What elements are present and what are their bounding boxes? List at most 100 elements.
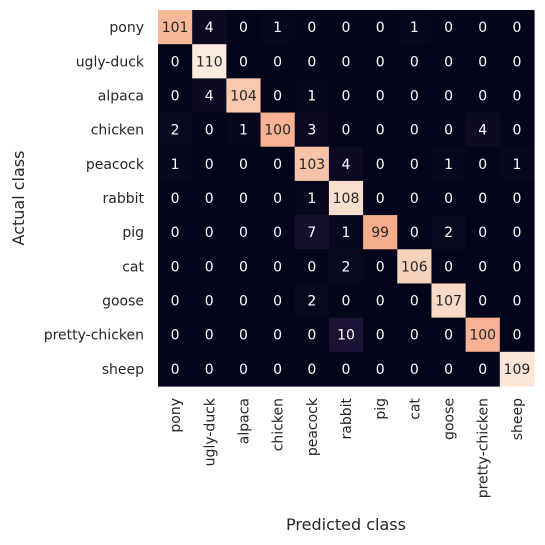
- heatmap-cell-pony-pretty-chicken: [465, 10, 501, 45]
- x-tick-label-chicken: chicken: [271, 398, 287, 451]
- heatmap-cell-sheep-chicken: [260, 351, 296, 387]
- y-tick-label-pretty-chicken: pretty-chicken: [44, 328, 144, 344]
- y-axis-label: Actual class: [9, 151, 28, 246]
- cell-value-label: 99: [371, 225, 389, 241]
- cell-value-label: 0: [171, 88, 180, 104]
- cell-value-label: 0: [478, 294, 487, 310]
- heatmap-cell-cat-pig: [363, 249, 398, 285]
- cell-value-label: 0: [205, 123, 214, 139]
- heatmap-cell-chicken-goose: [431, 112, 467, 148]
- heatmap-cell-peacock-cat: [397, 146, 433, 182]
- cell-value-label: 0: [478, 362, 487, 378]
- heatmap-cell-chicken-pretty-chicken: [465, 112, 501, 148]
- cell-value-label: 109: [504, 362, 531, 378]
- cell-value-label: 3: [307, 123, 316, 139]
- cell-value-label: 2: [307, 294, 316, 310]
- cell-value-label: 1: [444, 157, 453, 173]
- cell-value-label: 100: [469, 328, 496, 344]
- cell-value-label: 0: [342, 54, 351, 70]
- heatmap-cell-rabbit-goose: [431, 180, 467, 216]
- cell-value-label: 0: [410, 191, 419, 207]
- cell-value-label: 0: [273, 259, 282, 275]
- cell-value-label: 0: [307, 259, 316, 275]
- heatmap-cell-sheep-goose: [431, 351, 467, 387]
- heatmap-cell-ugly-duck-rabbit: [328, 44, 364, 79]
- cell-value-label: 0: [512, 54, 521, 70]
- heatmap-cell-pig-sheep: [499, 215, 535, 250]
- cell-value-label: 1: [512, 157, 521, 173]
- cell-value-label: 108: [333, 191, 360, 207]
- cell-value-label: 0: [410, 294, 419, 310]
- y-tick-label-sheep: sheep: [102, 362, 144, 378]
- heatmap-cell-rabbit-ugly-duck: [192, 180, 227, 216]
- cell-value-label: 107: [435, 294, 462, 310]
- heatmap-cell-alpaca-pig: [363, 78, 398, 114]
- heatmap-cell-goose-sheep: [499, 283, 535, 319]
- cell-value-label: 0: [342, 88, 351, 104]
- heatmap-cell-peacock-rabbit: [328, 146, 364, 182]
- heatmap-cell-goose-alpaca: [226, 283, 262, 319]
- cell-value-label: 0: [512, 20, 521, 36]
- heatmap-cell-pretty-chicken-ugly-duck: [192, 317, 227, 353]
- heatmap-cell-pig-pig: [363, 215, 398, 250]
- heatmap-cell-ugly-duck-pony: [158, 44, 193, 79]
- cell-value-label: 1: [171, 157, 180, 173]
- cell-value-label: 1: [239, 123, 248, 139]
- y-tick-label-chicken: chicken: [91, 123, 144, 139]
- heatmap-cell-cat-pretty-chicken: [465, 249, 501, 285]
- cell-value-label: 0: [171, 54, 180, 70]
- heatmap-cell-pony-peacock: [294, 10, 330, 45]
- heatmap-cell-ugly-duck-sheep: [499, 44, 535, 79]
- cell-value-label: 0: [342, 123, 351, 139]
- cell-value-label: 0: [444, 20, 453, 36]
- cell-value-label: 0: [205, 157, 214, 173]
- heatmap-cell-alpaca-peacock: [294, 78, 330, 114]
- heatmap-cell-cat-goose: [431, 249, 467, 285]
- cell-value-label: 4: [478, 123, 487, 139]
- heatmap-cell-pony-pig: [363, 10, 398, 45]
- cell-value-label: 0: [512, 191, 521, 207]
- cell-value-label: 0: [444, 54, 453, 70]
- heatmap-cell-pretty-chicken-pretty-chicken: [465, 317, 501, 353]
- cell-value-label: 0: [512, 225, 521, 241]
- cell-value-label: 0: [444, 123, 453, 139]
- cell-value-label: 0: [410, 123, 419, 139]
- heatmap-cell-pretty-chicken-chicken: [260, 317, 296, 353]
- cell-value-label: 0: [239, 259, 248, 275]
- cell-value-label: 0: [307, 54, 316, 70]
- heatmap-cell-goose-peacock: [294, 283, 330, 319]
- heatmap-cell-pony-rabbit: [328, 10, 364, 45]
- cell-value-label: 110: [196, 54, 223, 70]
- cell-value-label: 0: [239, 225, 248, 241]
- cell-value-label: 0: [410, 157, 419, 173]
- cell-value-label: 0: [376, 123, 385, 139]
- y-tick-label-goose: goose: [102, 294, 144, 310]
- cell-value-label: 0: [376, 259, 385, 275]
- heatmap-cell-pretty-chicken-goose: [431, 317, 467, 353]
- heatmap-cell-pig-alpaca: [226, 215, 262, 250]
- y-tick-label-peacock: peacock: [86, 157, 145, 173]
- heatmap-cell-ugly-duck-chicken: [260, 44, 296, 79]
- cell-value-label: 0: [478, 191, 487, 207]
- heatmap-cell-chicken-sheep: [499, 112, 535, 148]
- heatmap-cell-pony-ugly-duck: [192, 10, 227, 45]
- cell-value-label: 0: [410, 225, 419, 241]
- cell-value-label: 0: [512, 123, 521, 139]
- cell-value-label: 2: [444, 225, 453, 241]
- cell-value-label: 106: [401, 259, 428, 275]
- heatmap-cell-chicken-pig: [363, 112, 398, 148]
- heatmap-cell-chicken-pony: [158, 112, 193, 148]
- heatmap-cell-goose-rabbit: [328, 283, 364, 319]
- cell-value-label: 0: [307, 328, 316, 344]
- heatmap-cell-rabbit-chicken: [260, 180, 296, 216]
- heatmap-cell-ugly-duck-peacock: [294, 44, 330, 79]
- heatmap-cell-goose-chicken: [260, 283, 296, 319]
- heatmap-cell-goose-pony: [158, 283, 193, 319]
- heatmap-cell-pretty-chicken-pony: [158, 317, 193, 353]
- heatmap-cell-pretty-chicken-cat: [397, 317, 433, 353]
- heatmap-cell-ugly-duck-pretty-chicken: [465, 44, 501, 79]
- heatmap-cell-alpaca-pony: [158, 78, 193, 114]
- cell-value-label: 0: [239, 362, 248, 378]
- heatmap-cell-goose-ugly-duck: [192, 283, 227, 319]
